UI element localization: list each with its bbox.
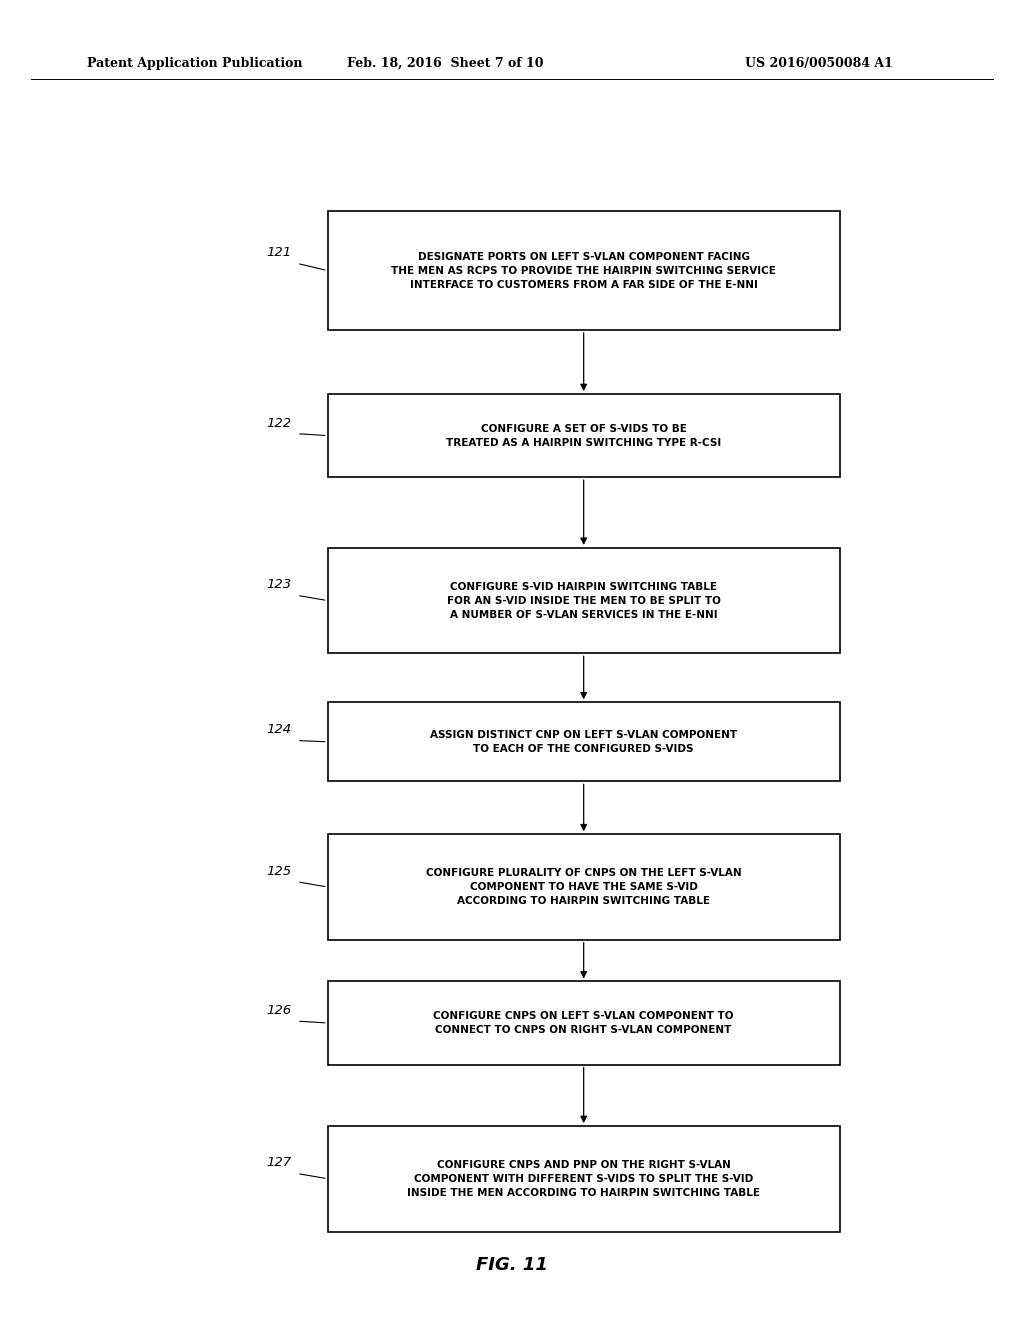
Text: CONFIGURE CNPS AND PNP ON THE RIGHT S-VLAN
COMPONENT WITH DIFFERENT S-VIDS TO SP: CONFIGURE CNPS AND PNP ON THE RIGHT S-VL… [408, 1160, 760, 1197]
Text: DESIGNATE PORTS ON LEFT S-VLAN COMPONENT FACING
THE MEN AS RCPS TO PROVIDE THE H: DESIGNATE PORTS ON LEFT S-VLAN COMPONENT… [391, 252, 776, 289]
FancyBboxPatch shape [328, 982, 840, 1064]
Text: 126: 126 [266, 1005, 292, 1016]
FancyBboxPatch shape [328, 548, 840, 653]
FancyBboxPatch shape [328, 702, 840, 781]
Text: Patent Application Publication: Patent Application Publication [87, 57, 302, 70]
Text: 127: 127 [266, 1156, 292, 1170]
Text: FIG. 11: FIG. 11 [476, 1255, 548, 1274]
Text: CONFIGURE A SET OF S-VIDS TO BE
TREATED AS A HAIRPIN SWITCHING TYPE R-CSI: CONFIGURE A SET OF S-VIDS TO BE TREATED … [446, 424, 721, 447]
Text: 123: 123 [266, 578, 292, 591]
FancyBboxPatch shape [328, 393, 840, 478]
FancyBboxPatch shape [328, 834, 840, 940]
FancyBboxPatch shape [328, 1126, 840, 1232]
Text: 121: 121 [266, 247, 292, 259]
Text: Feb. 18, 2016  Sheet 7 of 10: Feb. 18, 2016 Sheet 7 of 10 [347, 57, 544, 70]
Text: CONFIGURE S-VID HAIRPIN SWITCHING TABLE
FOR AN S-VID INSIDE THE MEN TO BE SPLIT : CONFIGURE S-VID HAIRPIN SWITCHING TABLE … [446, 582, 721, 619]
Text: 125: 125 [266, 865, 292, 878]
Text: US 2016/0050084 A1: US 2016/0050084 A1 [745, 57, 893, 70]
Text: 124: 124 [266, 723, 292, 737]
Text: CONFIGURE CNPS ON LEFT S-VLAN COMPONENT TO
CONNECT TO CNPS ON RIGHT S-VLAN COMPO: CONFIGURE CNPS ON LEFT S-VLAN COMPONENT … [433, 1011, 734, 1035]
FancyBboxPatch shape [328, 211, 840, 330]
Text: CONFIGURE PLURALITY OF CNPS ON THE LEFT S-VLAN
COMPONENT TO HAVE THE SAME S-VID
: CONFIGURE PLURALITY OF CNPS ON THE LEFT … [426, 869, 741, 906]
Text: ASSIGN DISTINCT CNP ON LEFT S-VLAN COMPONENT
TO EACH OF THE CONFIGURED S-VIDS: ASSIGN DISTINCT CNP ON LEFT S-VLAN COMPO… [430, 730, 737, 754]
Text: 122: 122 [266, 417, 292, 429]
